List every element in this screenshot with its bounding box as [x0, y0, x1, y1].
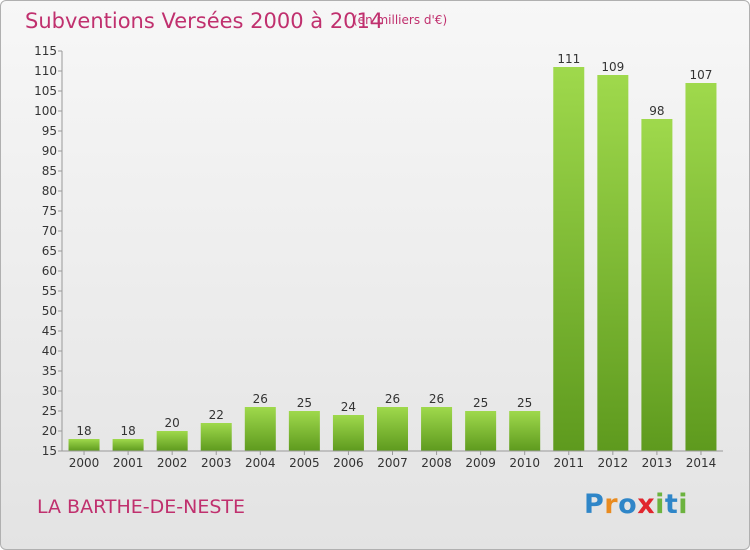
- bar-value-label: 26: [385, 392, 400, 406]
- x-tick-label: 2003: [201, 456, 232, 470]
- logo-letter: i: [655, 489, 665, 520]
- bar: [553, 67, 585, 451]
- logo-letter: i: [678, 489, 689, 520]
- x-tick-label: 2010: [509, 456, 540, 470]
- x-tick-label: 2013: [642, 456, 673, 470]
- bar: [509, 411, 541, 451]
- y-tick-label: 95: [42, 124, 57, 138]
- y-tick-label: 105: [34, 84, 57, 98]
- bar: [200, 423, 232, 451]
- logo-letter: P: [584, 489, 605, 520]
- x-tick-label: 2009: [465, 456, 496, 470]
- chart-subtitle: (en milliers d'€): [353, 13, 448, 27]
- y-tick-label: 70: [42, 224, 57, 238]
- bar: [421, 407, 453, 451]
- y-tick-label: 15: [42, 444, 57, 458]
- x-tick-label: 2002: [157, 456, 188, 470]
- bar-value-label: 26: [429, 392, 444, 406]
- bar-value-label: 24: [341, 400, 356, 414]
- y-tick-label: 65: [42, 244, 57, 258]
- y-tick-label: 30: [42, 384, 57, 398]
- bar-value-label: 98: [649, 104, 664, 118]
- proxiti-logo: Proxiti: [584, 489, 688, 520]
- bar-value-label: 111: [557, 52, 580, 66]
- y-tick-label: 25: [42, 404, 57, 418]
- bar: [156, 431, 188, 451]
- y-tick-label: 45: [42, 324, 57, 338]
- y-tick-label: 60: [42, 264, 57, 278]
- logo-letter: r: [604, 489, 619, 520]
- y-tick-label: 50: [42, 304, 57, 318]
- y-tick-label: 20: [42, 424, 57, 438]
- x-tick-label: 2012: [598, 456, 629, 470]
- y-tick-label: 75: [42, 204, 57, 218]
- y-tick-label: 80: [42, 184, 57, 198]
- y-tick-label: 85: [42, 164, 57, 178]
- bar-value-label: 18: [76, 424, 91, 438]
- y-tick-label: 35: [42, 364, 57, 378]
- bar-value-label: 25: [297, 396, 312, 410]
- y-tick-label: 115: [34, 44, 57, 58]
- bar-value-label: 20: [165, 416, 180, 430]
- bar: [597, 75, 629, 451]
- bar: [685, 83, 717, 451]
- x-axis: 2000 2001 2002 2003 2004 2005 2006 2007 2008 2009…: [62, 450, 723, 470]
- x-tick-label: 2000: [69, 456, 100, 470]
- bar: [244, 407, 276, 451]
- bar: [112, 439, 144, 451]
- bar: [288, 411, 320, 451]
- bar-value-label: 22: [209, 408, 224, 422]
- x-tick-label: 2001: [113, 456, 144, 470]
- bar-value-label: 18: [120, 424, 135, 438]
- y-tick-label: 100: [34, 104, 57, 118]
- bar-value-label: 25: [517, 396, 532, 410]
- commune-name: LA BARTHE-DE-NESTE: [37, 496, 246, 518]
- x-tick-label: 2008: [421, 456, 452, 470]
- y-tick-label: 90: [42, 144, 57, 158]
- bar: [377, 407, 408, 451]
- bar: [641, 119, 673, 451]
- x-tick-label: 2014: [686, 456, 717, 470]
- x-tick-label: 2007: [377, 456, 408, 470]
- bar: [332, 415, 364, 451]
- x-tick-label: 2005: [289, 456, 320, 470]
- y-tick-label: 55: [42, 284, 57, 298]
- x-tick-label: 2011: [553, 456, 584, 470]
- chart-title: Subventions Versées 2000 à 2014: [25, 9, 384, 33]
- bar-value-label: 107: [690, 68, 713, 82]
- logo-letter: o: [618, 489, 638, 520]
- bar: [465, 411, 497, 451]
- bars: 18 18 20 22 26 25 24 26 26 25 25 111 109 98 107: [68, 52, 717, 451]
- bar-value-label: 109: [601, 60, 624, 74]
- bar-value-label: 25: [473, 396, 488, 410]
- y-tick-label: 110: [34, 64, 57, 78]
- x-tick-label: 2004: [245, 456, 276, 470]
- x-tick-label: 2006: [333, 456, 364, 470]
- y-axis: 15 20 25 30 35 40 45 50 55 60 65 70 75 80 85 90 95 100 105…: [34, 44, 63, 458]
- logo-letter: t: [664, 489, 679, 520]
- bar-value-label: 26: [253, 392, 268, 406]
- y-tick-label: 40: [42, 344, 57, 358]
- bar: [68, 439, 100, 451]
- logo-letter: x: [637, 489, 656, 520]
